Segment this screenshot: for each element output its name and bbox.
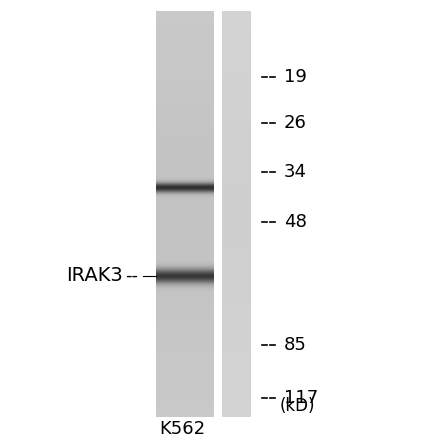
Text: 19: 19 (284, 68, 307, 86)
Text: K562: K562 (160, 420, 205, 438)
Text: 48: 48 (284, 213, 307, 231)
Text: 26: 26 (284, 115, 307, 132)
Text: 85: 85 (284, 336, 307, 354)
Text: 117: 117 (284, 389, 318, 407)
Text: --: -- (125, 267, 139, 284)
Text: (kD): (kD) (279, 397, 315, 415)
Text: IRAK3: IRAK3 (66, 266, 123, 285)
Text: 34: 34 (284, 164, 307, 181)
